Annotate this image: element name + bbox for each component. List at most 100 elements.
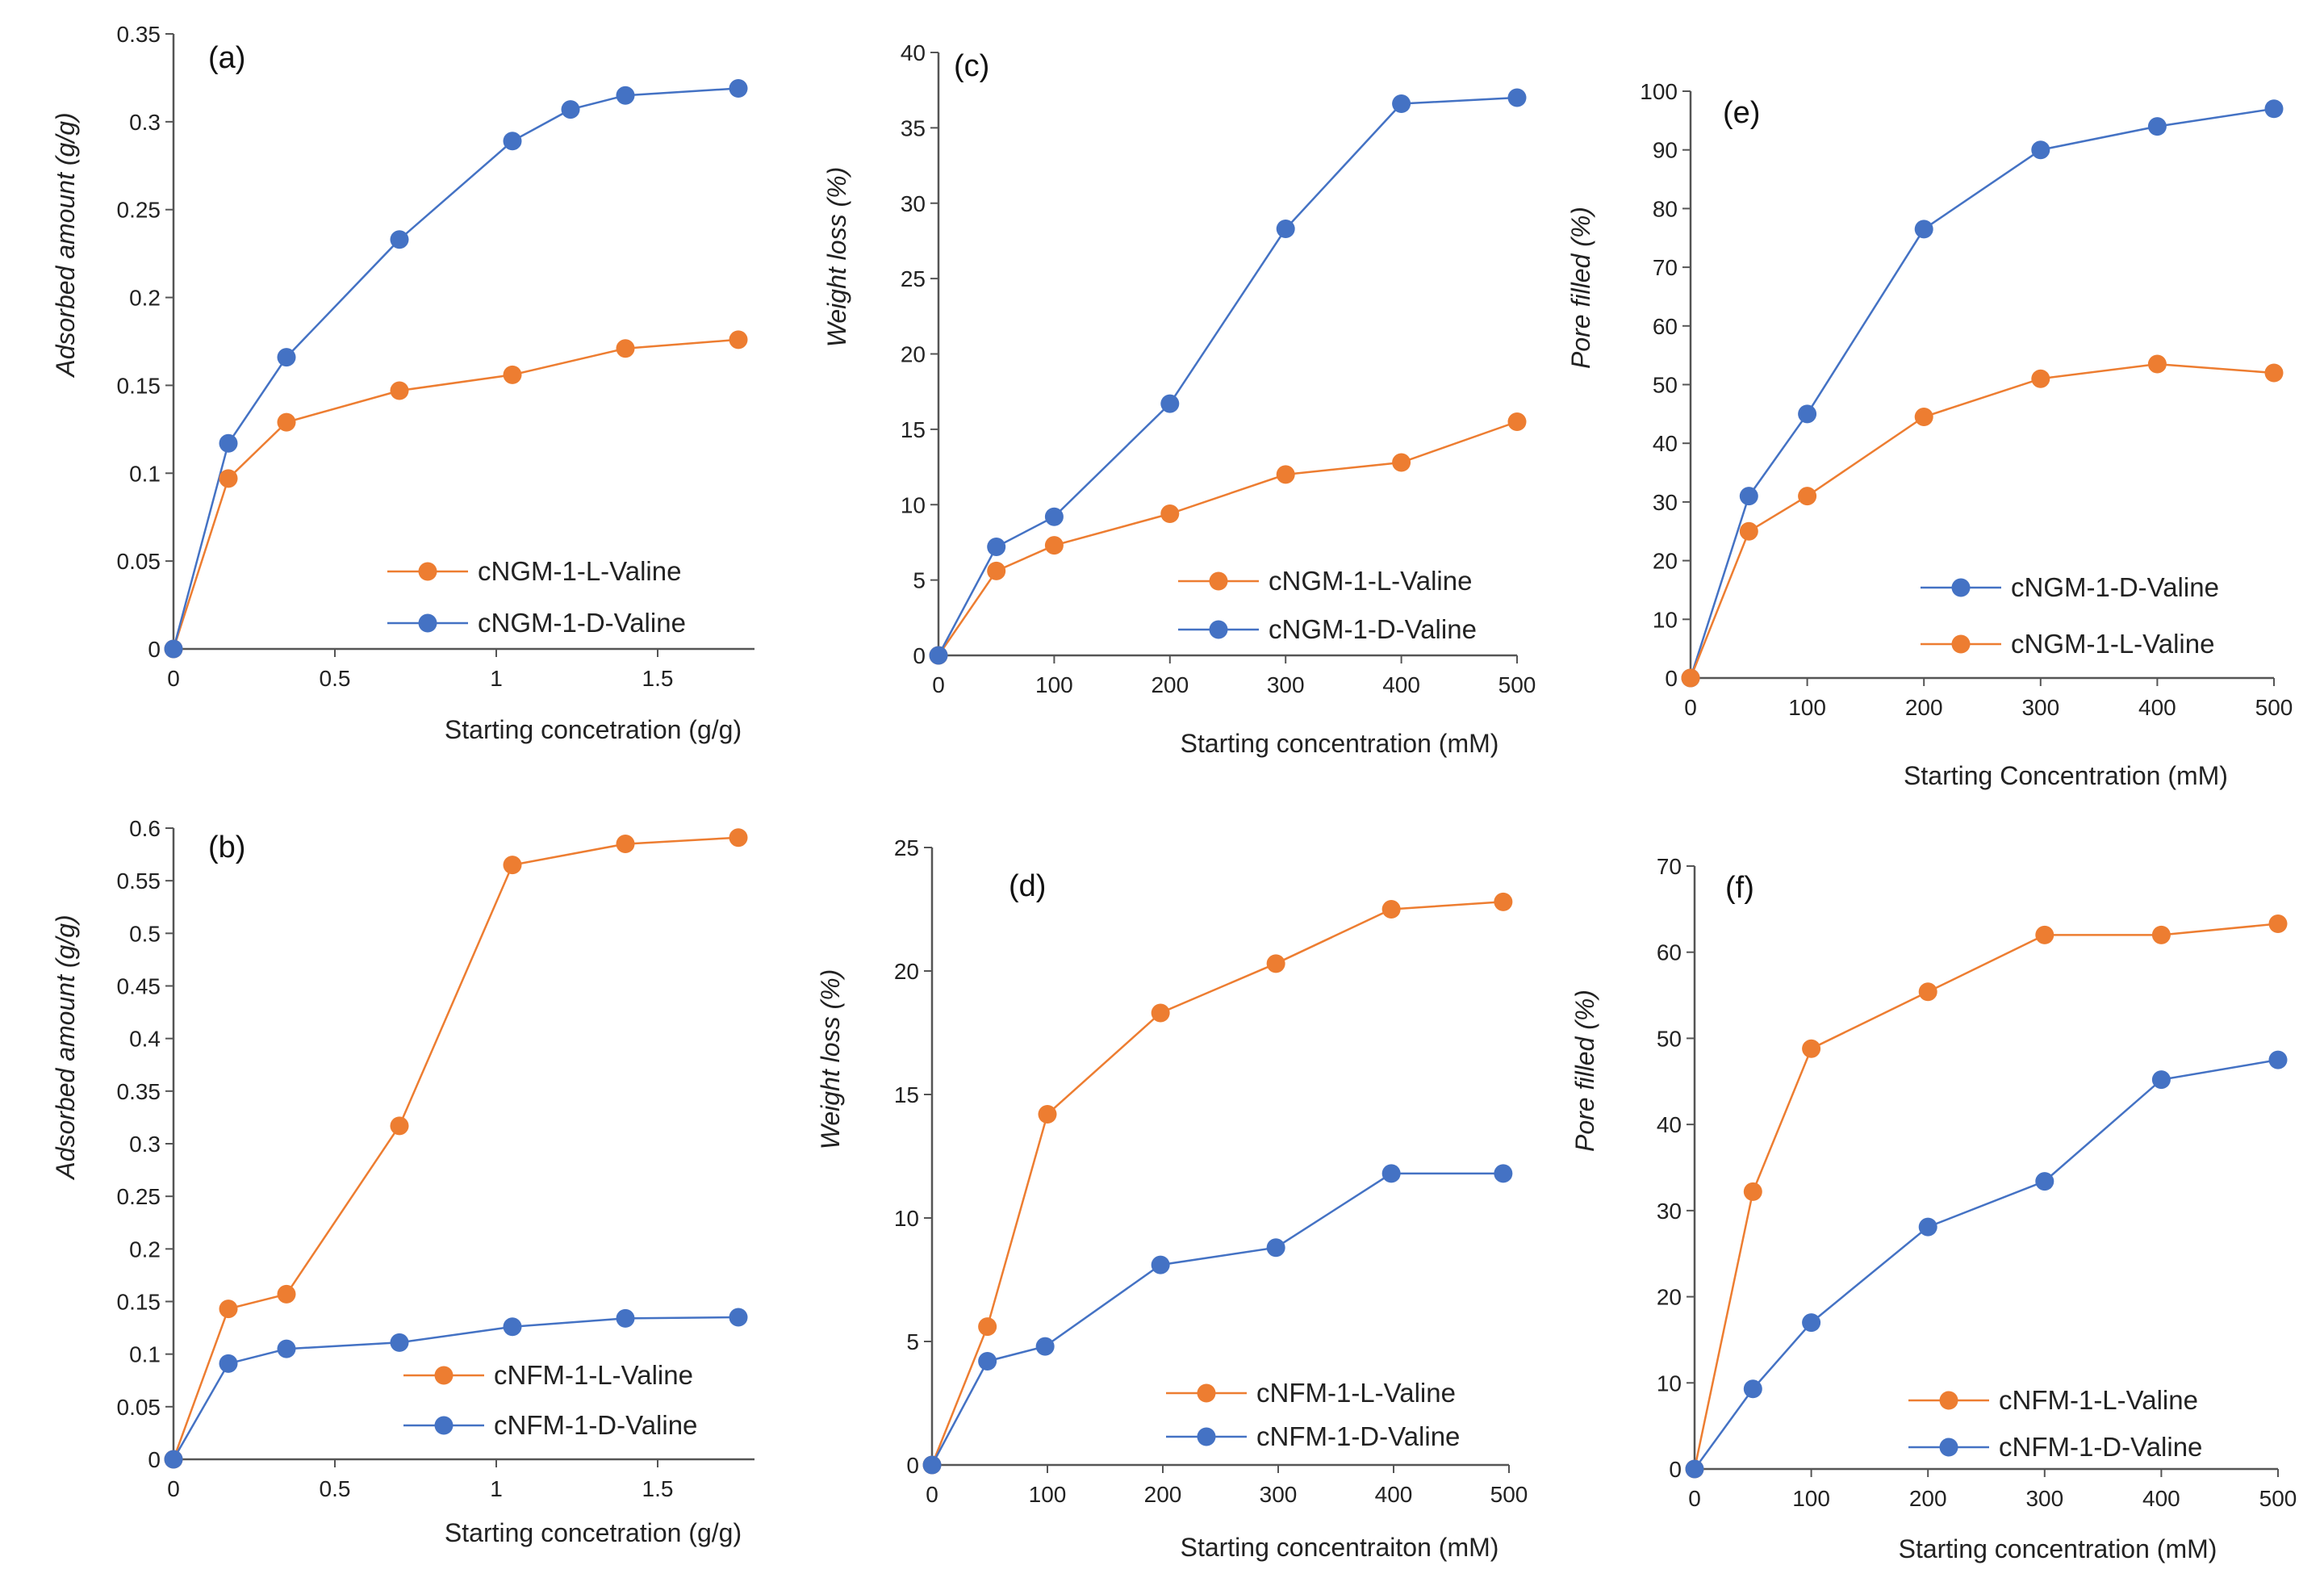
data-point (1507, 88, 1527, 107)
y-tick-label: 0.05 (117, 1395, 161, 1420)
y-axis-label: Pore filled (%) (1570, 990, 1599, 1152)
y-tick-label: 70 (1653, 255, 1678, 280)
data-point (1914, 220, 1933, 239)
y-tick-label: 50 (1657, 1026, 1682, 1051)
y-tick-label: 0 (906, 1453, 919, 1478)
x-tick-label: 500 (2255, 695, 2293, 720)
x-tick-label: 200 (1144, 1482, 1182, 1507)
data-point (729, 828, 748, 848)
data-point (277, 1339, 296, 1358)
y-tick-label: 5 (906, 1329, 919, 1354)
data-point (390, 381, 409, 400)
legend-label: cNFM-1-L-Valine (494, 1360, 693, 1390)
chart-panel-6: 0 10 20 30 40 50 60 70 0 100 200 300 400 500 Starting … (1570, 854, 2297, 1563)
legend-marker (418, 562, 437, 581)
legend-label: cNFM-1-L-Valine (1256, 1378, 1456, 1408)
data-point (1743, 1379, 1762, 1399)
y-tick-label: 0.35 (117, 1079, 161, 1104)
y-tick-label: 10 (901, 492, 926, 517)
data-point (616, 86, 635, 105)
data-point (616, 835, 635, 854)
data-point (503, 856, 522, 875)
data-point (1160, 504, 1180, 523)
x-tick-label: 500 (1498, 672, 1536, 697)
legend-marker (1951, 634, 1971, 654)
data-point (1494, 892, 1513, 911)
x-axis-label: Starting Concentration (mM) (1904, 761, 2228, 790)
x-tick-label: 0 (167, 666, 180, 691)
data-point (978, 1351, 997, 1371)
chart-panel-2: 0 0.05 0.1 0.15 0.2 0.25 0.3 0.35 0.4 0.45 0.5 0.55… (51, 816, 754, 1547)
y-tick-label: 40 (901, 40, 926, 65)
data-point (1035, 1337, 1055, 1356)
legend-marker (1951, 578, 1971, 597)
data-point (1494, 1164, 1513, 1183)
y-tick-label: 25 (901, 266, 926, 291)
x-tick-label: 1 (490, 1476, 503, 1501)
y-axis-label: Pore filled (%) (1566, 207, 1595, 369)
data-point (616, 1308, 635, 1328)
y-tick-label: 60 (1653, 314, 1678, 339)
y-tick-label: 0.5 (129, 921, 161, 946)
legend-marker (1209, 571, 1228, 591)
data-point (1743, 1182, 1762, 1201)
data-point (390, 1333, 409, 1352)
x-axis-label: Starting concentration (mM) (1181, 729, 1499, 758)
y-axis-label: Adsorbed amount (g/g) (51, 112, 80, 378)
y-tick-label: 5 (913, 568, 926, 593)
data-point (1044, 507, 1064, 526)
y-tick-label: 0.1 (129, 461, 161, 486)
data-point (2147, 117, 2167, 136)
legend-label: cNGM-1-D-Valine (478, 608, 686, 638)
legend-marker (434, 1366, 454, 1385)
data-point (2264, 363, 2284, 383)
legend-marker (1197, 1427, 1216, 1446)
series-line-2 (172, 87, 739, 650)
x-tick-label: 400 (1382, 672, 1420, 697)
data-point (2268, 1050, 2288, 1069)
x-tick-label: 500 (1490, 1482, 1528, 1507)
data-point (929, 646, 948, 665)
series-line-1 (172, 338, 739, 650)
y-tick-label: 80 (1653, 196, 1678, 221)
data-point (164, 639, 183, 659)
x-tick-label: 100 (1792, 1486, 1830, 1511)
data-point (164, 1450, 183, 1469)
y-tick-label: 0 (913, 643, 926, 668)
y-tick-label: 0.15 (117, 1290, 161, 1315)
data-point (1918, 982, 1937, 1002)
panel-label: (a) (208, 41, 245, 75)
data-point (219, 469, 238, 488)
data-point (561, 100, 580, 119)
x-tick-label: 400 (2138, 695, 2176, 720)
x-tick-label: 300 (1260, 1482, 1298, 1507)
data-point (2264, 99, 2284, 119)
x-tick-label: 300 (2025, 1486, 2063, 1511)
legend-label: cNGM-1-D-Valine (1269, 614, 1477, 644)
data-point (219, 1300, 238, 1319)
data-point (2151, 925, 2171, 944)
legend-marker (1197, 1383, 1216, 1403)
data-point (1266, 954, 1285, 973)
x-tick-label: 0 (1684, 695, 1697, 720)
y-tick-label: 15 (894, 1082, 919, 1107)
data-point (1381, 1164, 1401, 1183)
x-tick-label: 200 (1909, 1486, 1947, 1511)
legend-label: cNGM-1-L-Valine (478, 556, 681, 586)
data-point (1151, 1255, 1170, 1274)
y-tick-label: 30 (1653, 490, 1678, 515)
x-tick-label: 0 (1688, 1486, 1701, 1511)
y-tick-label: 20 (901, 342, 926, 367)
x-tick-label: 500 (2259, 1486, 2297, 1511)
data-point (1914, 407, 1933, 426)
data-point (1276, 465, 1295, 484)
x-tick-label: 400 (2142, 1486, 2180, 1511)
data-point (1507, 412, 1527, 432)
data-point (503, 132, 522, 151)
x-tick-label: 0 (932, 672, 945, 697)
legend-label: cNGM-1-L-Valine (2011, 629, 2214, 659)
y-axis-label: Weight loss (%) (816, 969, 845, 1149)
y-tick-label: 0.2 (129, 286, 161, 311)
x-tick-label: 0 (926, 1482, 938, 1507)
